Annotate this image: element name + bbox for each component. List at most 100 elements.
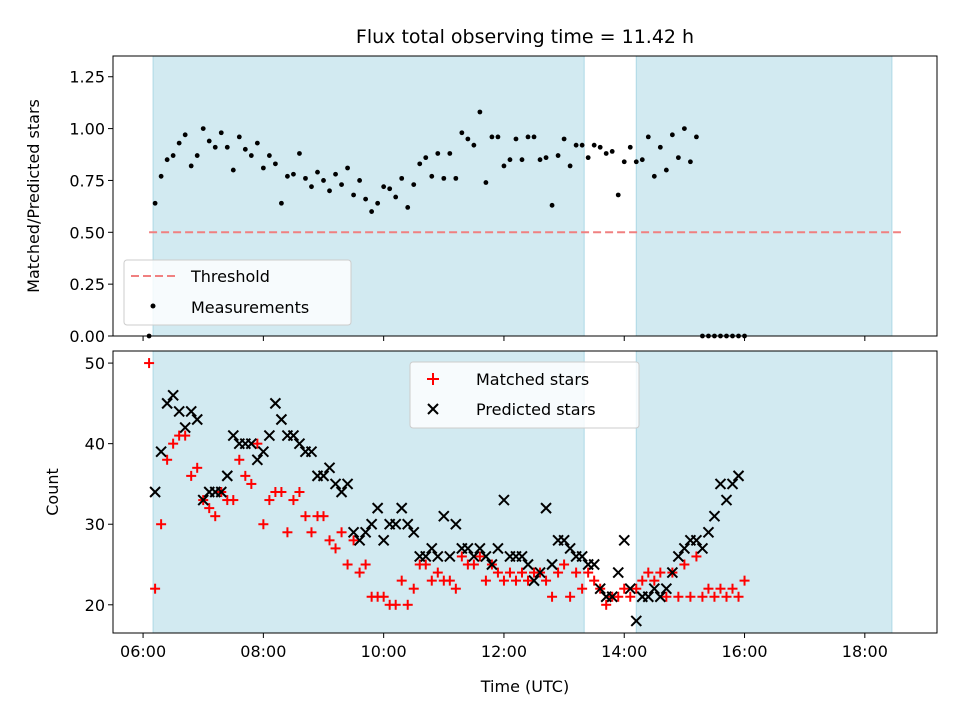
measurement-point-16	[242, 146, 248, 152]
measurement-point-18	[254, 140, 260, 146]
top-legend: Threshold Measurements	[123, 259, 352, 326]
matched-point-51	[450, 583, 461, 594]
matched-point-68	[553, 567, 564, 578]
predicted-point-26	[305, 446, 318, 458]
measurement-point-86	[663, 167, 669, 173]
matched-point-19	[258, 519, 269, 530]
measurement-point-65	[537, 157, 543, 163]
predicted-point-47	[432, 550, 444, 563]
predicted-point-19	[263, 429, 276, 442]
measurement-point-48	[435, 151, 441, 156]
predicted-point-7	[191, 413, 203, 426]
matched-point-6	[180, 430, 191, 441]
matched-point-36	[360, 559, 371, 570]
matched-point-55	[474, 551, 485, 562]
top-y-ticks: 0.00 0.25 0.50 0.75 1.00 1.25	[69, 68, 113, 346]
predicted-point-40	[389, 518, 402, 530]
x-tick-label-3: 12:00	[481, 642, 527, 661]
predicted-point-97	[732, 470, 745, 482]
predicted-point-84	[654, 591, 667, 603]
measurement-point-43	[405, 205, 411, 210]
matched-point-66	[541, 575, 552, 586]
matched-point-73	[583, 567, 594, 578]
measurement-point-17	[248, 153, 254, 158]
measurement-point-1	[152, 200, 158, 206]
measurement-point-59	[501, 163, 507, 169]
top-plot-frame	[112, 55, 938, 337]
measurement-point-91	[694, 134, 699, 140]
predicted-point-38	[377, 534, 390, 547]
measurement-point-9	[200, 126, 206, 131]
measurement-point-46	[423, 155, 429, 161]
legend-measurements-label: Measurements	[191, 298, 309, 317]
predicted-point-0	[149, 486, 161, 498]
matched-point-58	[492, 567, 503, 578]
measurement-point-51	[453, 175, 459, 181]
predicted-point-21	[275, 413, 288, 426]
matched-point-54	[468, 559, 479, 570]
matched-point-43	[402, 599, 413, 610]
matched-point-0	[144, 358, 155, 369]
measurement-point-63	[525, 134, 531, 140]
predicted-point-34	[353, 534, 366, 547]
legend-matched-swatch	[427, 373, 439, 385]
measurement-point-53	[465, 136, 471, 142]
x-tick-label-6: 18:00	[842, 642, 888, 661]
matched-point-27	[306, 527, 317, 538]
matched-point-18	[252, 438, 263, 449]
legend-measurements-swatch	[150, 303, 156, 309]
predicted-point-5	[179, 421, 191, 434]
measurement-point-5	[176, 140, 182, 146]
matched-point-26	[300, 511, 311, 522]
matched-point-69	[559, 559, 570, 570]
x-tick-label-0: 06:00	[120, 642, 166, 661]
matched-point-24	[288, 495, 299, 506]
predicted-point-63	[528, 574, 540, 587]
bottom-legend: Matched stars Predicted stars	[409, 361, 640, 429]
predicted-point-50	[450, 518, 462, 530]
matched-point-50	[444, 575, 455, 586]
measurement-point-52	[459, 130, 465, 136]
measurement-point-7	[188, 163, 194, 169]
measurement-point-25	[297, 151, 302, 156]
predicted-point-94	[714, 478, 727, 490]
predicted-point-96	[726, 478, 739, 490]
measurement-point-11	[212, 144, 218, 150]
predicted-point-6	[185, 405, 197, 418]
predicted-point-42	[402, 518, 414, 530]
measurement-point-50	[447, 151, 453, 156]
measurement-point-32	[339, 182, 344, 187]
predicted-point-74	[594, 582, 606, 595]
predicted-point-55	[480, 550, 492, 563]
matched-point-35	[354, 567, 365, 578]
matched-point-80	[625, 591, 636, 602]
measurement-point-88	[675, 155, 681, 161]
matched-point-16	[240, 470, 251, 481]
matched-point-56	[480, 575, 491, 586]
matched-point-93	[703, 583, 714, 594]
matched-point-33	[342, 559, 353, 570]
measurement-point-41	[393, 194, 399, 200]
measurement-point-34	[351, 192, 356, 198]
measurement-point-14	[230, 167, 236, 173]
measurement-point-19	[260, 165, 266, 171]
predicted-point-91	[696, 542, 709, 555]
predicted-point-1	[155, 446, 167, 458]
measurement-point-24	[291, 171, 296, 177]
measurement-point-35	[357, 178, 362, 183]
matched-point-4	[168, 438, 179, 449]
measurement-point-15	[236, 134, 242, 140]
measurement-point-40	[387, 186, 393, 192]
predicted-point-2	[161, 397, 173, 410]
x-tick-label-5: 16:00	[721, 642, 767, 661]
matched-point-63	[523, 575, 534, 586]
matched-point-85	[655, 567, 666, 578]
matched-point-44	[408, 583, 419, 594]
matched-point-48	[432, 567, 443, 578]
measurement-point-6	[182, 132, 188, 138]
x-tick-label-1: 08:00	[240, 642, 286, 661]
bottom-y-axis-label: Count	[43, 468, 62, 516]
predicted-point-49	[444, 550, 456, 563]
predicted-point-77	[612, 566, 624, 579]
